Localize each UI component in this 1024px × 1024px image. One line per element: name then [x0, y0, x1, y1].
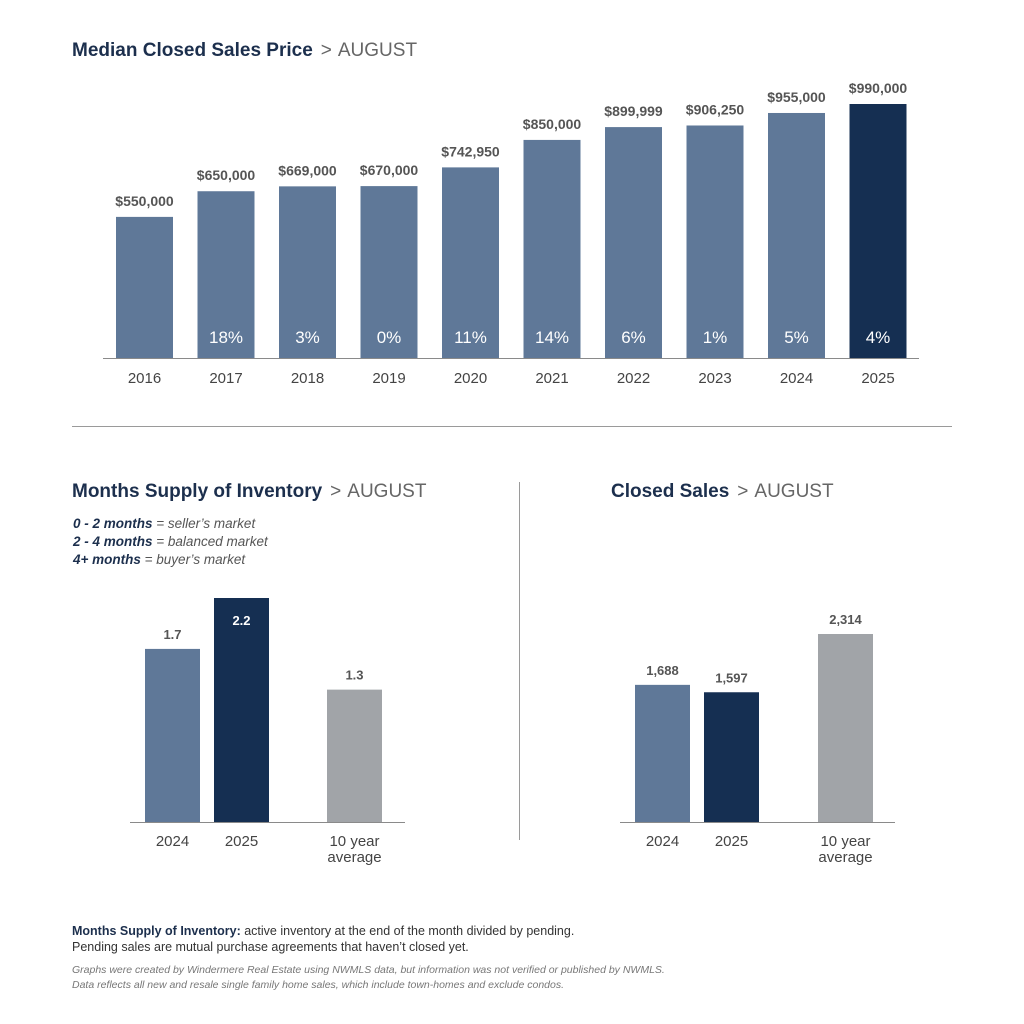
price-bar	[605, 127, 662, 359]
price-chart-heading: Median Closed Sales Price > AUGUST	[72, 40, 417, 62]
price-year-tick: 2022	[617, 370, 650, 387]
msi-category-tick: average	[327, 849, 381, 866]
price-change-label: 14%	[535, 328, 569, 347]
price-bar	[197, 191, 255, 358]
price-chart-title: Median Closed Sales Price	[72, 40, 313, 61]
legend-range: 4+ months	[73, 552, 141, 567]
price-value-label: $742,950	[441, 143, 500, 159]
price-change-label: 3%	[295, 328, 320, 347]
disclaimer-line1: Graphs were created by Windermere Real E…	[72, 964, 665, 976]
legend-meaning: = balanced market	[156, 534, 268, 549]
heading-separator: >	[330, 481, 342, 502]
sales-category-tick: 2025	[715, 833, 748, 850]
price-value-label: $990,000	[849, 80, 908, 96]
footnote-term: Months Supply of Inventory:	[72, 924, 241, 938]
sales-bar	[635, 684, 690, 822]
price-bar	[116, 216, 173, 358]
msi-chart-month: AUGUST	[347, 481, 427, 502]
sales-category-tick: 10 year	[820, 833, 870, 850]
msi-chart-heading: Months Supply of Inventory > AUGUST	[72, 481, 426, 503]
msi-bar	[214, 598, 269, 822]
msi-footnote: Months Supply of Inventory: active inven…	[72, 923, 574, 955]
sales-chart-heading: Closed Sales > AUGUST	[611, 481, 834, 503]
price-value-label: $670,000	[360, 162, 419, 178]
sales-value-label: 1,597	[715, 670, 748, 685]
price-year-tick: 2023	[698, 370, 731, 387]
data-disclaimer: Graphs were created by Windermere Real E…	[72, 963, 665, 993]
price-year-tick: 2018	[291, 370, 324, 387]
price-bar	[279, 186, 336, 358]
sales-chart-title: Closed Sales	[611, 481, 730, 502]
msi-value-label: 2.2	[232, 613, 250, 628]
msi-bar	[327, 689, 382, 822]
msi-value-label: 1.3	[345, 668, 363, 683]
msi-market-legend: 0 - 2 months = seller’s market 2 - 4 mon…	[73, 515, 268, 569]
price-bar	[360, 186, 418, 358]
sales-category-tick: average	[818, 849, 872, 866]
msi-category-tick: 2024	[156, 833, 189, 850]
legend-meaning: = seller’s market	[156, 516, 256, 531]
footnote-definition: active inventory at the end of the month…	[244, 924, 575, 938]
price-change-label: 4%	[866, 328, 891, 347]
price-bar	[442, 167, 499, 358]
price-change-label: 0%	[377, 328, 402, 347]
price-value-label: $906,250	[686, 101, 745, 117]
heading-separator: >	[320, 40, 332, 61]
price-bar	[523, 139, 581, 358]
price-value-label: $850,000	[523, 116, 582, 132]
price-value-label: $550,000	[115, 193, 174, 209]
price-year-tick: 2024	[780, 370, 813, 387]
section-divider-horizontal	[72, 426, 952, 427]
price-year-tick: 2019	[372, 370, 405, 387]
msi-category-tick: 10 year	[329, 833, 379, 850]
legend-line: 2 - 4 months = balanced market	[73, 533, 268, 551]
msi-bar	[145, 648, 200, 822]
sales-category-tick: 2024	[646, 833, 679, 850]
sales-bar	[704, 692, 759, 822]
price-bar	[686, 125, 744, 359]
price-chart-month: AUGUST	[337, 40, 418, 61]
msi-value-label: 1.7	[163, 627, 181, 642]
price-value-label: $669,000	[278, 162, 337, 178]
price-bar	[849, 104, 907, 358]
sales-value-label: 1,688	[646, 663, 679, 678]
footnote-line2: Pending sales are mutual purchase agreem…	[72, 940, 469, 954]
sales-bar	[818, 634, 873, 822]
msi-category-tick: 2025	[225, 833, 258, 850]
msi-chart-title: Months Supply of Inventory	[72, 481, 323, 502]
price-change-label: 18%	[209, 328, 243, 347]
price-change-label: 11%	[454, 328, 487, 347]
price-change-label: 6%	[621, 328, 646, 347]
price-year-tick: 2025	[861, 370, 894, 387]
legend-line: 0 - 2 months = seller’s market	[73, 515, 268, 533]
price-value-label: $650,000	[197, 167, 256, 183]
price-value-label: $899,999	[604, 103, 663, 119]
price-change-label: 5%	[784, 328, 809, 347]
legend-line: 4+ months = buyer’s market	[73, 551, 268, 569]
heading-separator: >	[737, 481, 749, 502]
price-year-tick: 2021	[535, 370, 568, 387]
price-value-label: $955,000	[767, 89, 826, 105]
price-year-tick: 2016	[128, 370, 161, 387]
price-year-tick: 2017	[209, 370, 242, 387]
disclaimer-line2: Data reflects all new and resale single …	[72, 979, 565, 991]
price-bar	[768, 112, 825, 358]
sales-chart-month: AUGUST	[754, 481, 834, 502]
legend-range: 0 - 2 months	[73, 516, 153, 531]
sales-value-label: 2,314	[829, 612, 862, 627]
price-change-label: 1%	[703, 328, 728, 347]
section-divider-vertical	[519, 482, 520, 840]
legend-meaning: = buyer’s market	[144, 552, 246, 567]
legend-range: 2 - 4 months	[73, 534, 153, 549]
price-year-tick: 2020	[454, 370, 487, 387]
